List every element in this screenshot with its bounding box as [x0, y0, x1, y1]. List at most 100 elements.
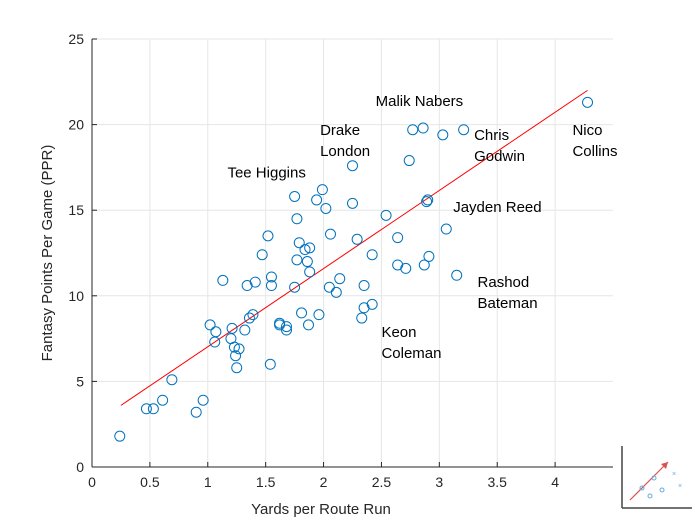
data-point — [296, 307, 308, 319]
data-point — [323, 281, 335, 293]
data-point — [366, 249, 378, 261]
x-axis-label: Yards per Route Run — [251, 501, 391, 518]
svg-text:×: × — [678, 483, 682, 490]
x-tick-label: 1.5 — [256, 474, 276, 490]
data-point — [281, 324, 293, 336]
data-point — [358, 280, 370, 292]
data-point — [289, 191, 301, 203]
data-point — [233, 343, 245, 355]
trendline — [120, 89, 588, 406]
data-point — [265, 271, 277, 283]
player-annotation: Tee Higgins — [227, 165, 305, 182]
data-points — [114, 96, 594, 442]
data-point — [226, 322, 238, 334]
player-annotation: Rashod Bateman — [478, 274, 538, 312]
data-point — [293, 237, 305, 249]
data-point — [140, 403, 152, 415]
data-point — [400, 262, 412, 274]
data-point — [392, 232, 404, 244]
data-point — [291, 213, 303, 225]
data-point — [249, 276, 261, 288]
axes: 0 0.5 1 1.5 2 2.5 3 3.5 4 0 5 10 15 20 25 — [68, 31, 613, 490]
player-annotation: Keon Coleman — [381, 324, 441, 362]
data-point — [582, 96, 594, 108]
data-point — [230, 350, 242, 362]
x-tick-label: 0.5 — [140, 474, 160, 490]
data-point — [291, 254, 303, 266]
x-tick-label: 2.5 — [372, 474, 392, 490]
y-tick-label: 0 — [76, 459, 84, 475]
data-point — [210, 326, 222, 338]
data-point — [325, 228, 337, 240]
data-point — [366, 298, 378, 310]
data-point — [423, 250, 435, 262]
svg-text:×: × — [672, 471, 676, 478]
data-point — [440, 223, 452, 235]
data-point — [304, 266, 316, 278]
data-point — [247, 309, 259, 321]
data-point — [347, 160, 358, 172]
data-point — [157, 394, 169, 406]
y-axis-label: Fantasy Points Per Game (PPR) — [39, 145, 56, 362]
data-point — [422, 194, 434, 206]
data-point — [334, 273, 346, 285]
data-point — [320, 202, 332, 214]
data-point — [217, 274, 229, 286]
data-point — [347, 197, 358, 209]
data-point — [231, 362, 243, 374]
data-point — [356, 312, 368, 324]
data-point — [281, 321, 293, 333]
data-point — [316, 184, 328, 196]
x-tick-label: 4 — [551, 474, 559, 490]
grid — [91, 38, 613, 468]
data-point — [407, 124, 419, 136]
data-point — [243, 312, 255, 324]
x-tick-label: 3 — [435, 474, 443, 490]
data-point — [351, 233, 363, 245]
data-point — [403, 155, 415, 167]
data-point — [299, 244, 311, 256]
data-point — [418, 259, 430, 271]
y-tick-label: 5 — [76, 373, 84, 389]
data-point — [228, 341, 240, 353]
x-tick-label: 2 — [320, 474, 328, 490]
data-point — [289, 281, 301, 293]
data-point — [311, 194, 323, 206]
chart-toolbar-icon[interactable]: × × — [612, 438, 698, 524]
player-annotation: Drake London — [320, 122, 370, 160]
x-tick-label: 3.5 — [487, 474, 507, 490]
data-point — [262, 230, 274, 242]
data-point — [256, 249, 268, 261]
x-tick-label: 0 — [88, 474, 96, 490]
x-tick-label: 1 — [204, 474, 212, 490]
y-tick-label: 25 — [68, 31, 84, 47]
y-tick-label: 15 — [68, 202, 84, 218]
data-point — [239, 324, 251, 336]
player-annotation: Malik Nabers — [376, 93, 464, 110]
player-annotation: Jayden Reed — [453, 199, 541, 216]
data-point — [437, 129, 449, 141]
data-point — [166, 374, 178, 386]
data-point — [301, 256, 313, 268]
data-point — [114, 430, 126, 442]
data-point — [330, 286, 342, 298]
data-point — [197, 394, 209, 406]
data-point — [303, 319, 315, 331]
annotations: Malik Nabers Drake London Chris Godwin Nico Co… — [227, 93, 617, 362]
data-point — [265, 280, 277, 292]
data-point — [421, 196, 433, 208]
data-point — [380, 209, 392, 221]
data-point — [417, 122, 429, 134]
y-tick-label: 10 — [68, 288, 84, 304]
player-annotation: Chris Godwin — [474, 127, 525, 165]
data-point — [190, 406, 202, 418]
data-point — [304, 242, 316, 254]
trendline-layer — [120, 89, 588, 406]
data-point — [313, 309, 325, 321]
data-point — [451, 269, 463, 281]
data-point — [264, 358, 276, 370]
data-point — [204, 319, 216, 331]
y-tick-label: 20 — [68, 117, 84, 133]
player-annotation: Nico Collins — [572, 122, 617, 160]
